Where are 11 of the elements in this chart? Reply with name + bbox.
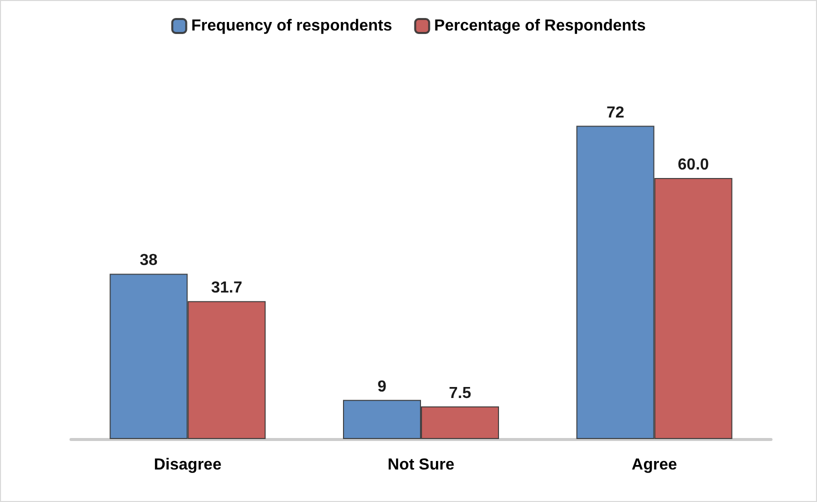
x-tick-label: Not Sure [388,456,454,474]
data-label: 9 [378,378,387,396]
data-label: 38 [140,252,158,270]
data-label: 60.0 [678,156,710,174]
data-label: 7.5 [448,384,472,402]
data-label: 72 [606,104,624,122]
legend-label: Frequency of respondents [191,18,392,34]
legend-label: Percentage of Respondents [434,18,646,34]
x-tick-label: Agree [632,456,678,474]
data-label: 31.7 [211,280,242,297]
x-tick-label: Disagree [154,456,222,474]
